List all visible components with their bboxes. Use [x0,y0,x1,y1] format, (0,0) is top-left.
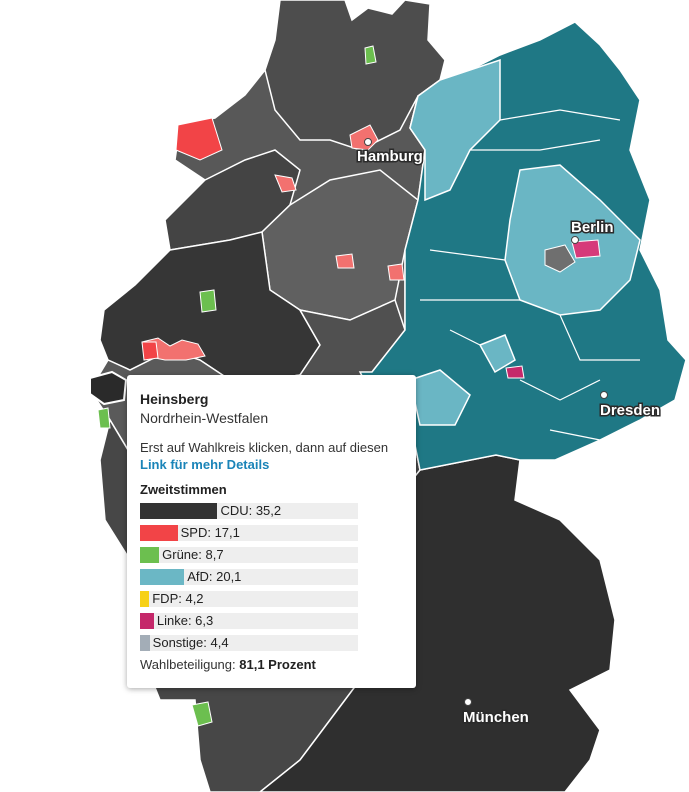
result-bar-label: FDP: 4,2 [152,591,204,606]
district-linke-leipzig[interactable] [505,365,525,379]
city-label-berlin: Berlin [571,219,614,236]
tooltip-title: Heinsberg [140,391,209,407]
city-label-muenchen: München [463,709,529,726]
result-bar-cdu: CDU: 35,2 [140,503,358,519]
result-bar-label: SPD: 17,1 [180,525,240,540]
city-label-hamburg: Hamburg [357,148,423,165]
tooltip-section-title: Zweitstimmen [140,482,227,497]
district-spd-ruhr-red[interactable] [141,341,159,361]
result-bar-linke: Linke: 6,3 [140,613,358,629]
details-link[interactable]: Link für mehr Details [140,457,270,472]
region-thueringen-mid-light[interactable] [478,334,516,374]
district-gruene-north[interactable] [364,45,377,65]
result-bar-label: Linke: 6,3 [156,613,214,628]
city-dot-hamburg [364,138,372,146]
district-berlin-grey[interactable] [544,244,576,273]
district-selected-heinsberg[interactable] [89,370,128,406]
city-berlin[interactable]: Berlin [570,218,615,244]
result-bar-label: CDU: 35,2 [220,503,282,518]
turnout: Wahlbeteiligung: 81,1 Prozent [140,657,404,672]
tooltip-instruction: Erst auf Wahlkreis klicken, dann auf die… [140,439,404,473]
city-hamburg[interactable]: Hamburg [356,138,424,167]
tooltip-instruction-text: Erst auf Wahlkreis klicken, dann auf die… [140,440,389,455]
result-bar-fill [140,591,150,607]
result-bar-fill [140,547,160,563]
result-bar-fill [140,569,185,585]
result-bar-fill [140,503,218,519]
result-bar-spd: SPD: 17,1 [140,525,358,541]
result-bar-label: AfD: 20,1 [187,569,242,584]
result-bar-sonstige: Sonstige: 4,4 [140,635,358,651]
district-linke-berlin[interactable] [571,239,601,259]
region-sachsen-west-light[interactable] [409,369,471,426]
district-gruene-aachen[interactable] [97,407,111,429]
result-bar-label: Sonstige: 4,4 [152,635,229,650]
result-bar-label: Grüne: 8,7 [162,547,224,562]
turnout-label: Wahlbeteiligung: [140,657,240,672]
result-bar-fill [140,525,178,541]
district-gruene-freiburg[interactable] [191,701,213,727]
region-east-inner-lines [420,109,640,441]
city-label-dresden: Dresden [600,402,660,419]
result-bar-afd: AfD: 20,1 [140,569,358,585]
tooltip-state: Nordrhein-Westfalen [140,410,269,426]
turnout-value: 81,1 Prozent [239,657,316,672]
result-bar-grüne: Grüne: 8,7 [140,547,358,563]
district-tooltip: Heinsberg Nordrhein-Westfalen Erst auf W… [127,375,416,688]
city-dot-berlin [571,236,579,244]
district-gruene-muenster[interactable] [199,289,217,313]
city-muenchen[interactable]: München [462,698,530,728]
district-spd-goettingen[interactable] [387,263,405,281]
district-spd-bremen[interactable] [274,174,297,193]
result-bar-fdp: FDP: 4,2 [140,591,358,607]
district-spd-northwest[interactable] [175,117,223,161]
results-bar-list: CDU: 35,2 SPD: 17,1 Grüne: 8,7 AfD: 20,1 FDP… [140,503,404,651]
city-dresden[interactable]: Dresden [599,391,662,421]
result-bar-fill [140,613,154,629]
district-spd-hannover[interactable] [335,253,355,269]
city-dot-muenchen [464,698,472,706]
result-bar-fill [140,635,150,651]
city-dot-dresden [600,391,608,399]
